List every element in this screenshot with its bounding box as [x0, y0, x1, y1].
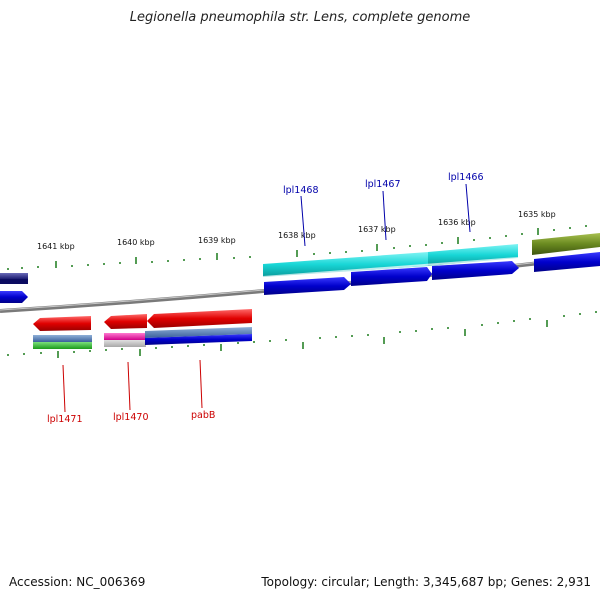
feature-lpl1467-blue[interactable]: [351, 267, 432, 286]
gene-label-lpl1466[interactable]: lpl1466: [448, 172, 484, 183]
gene-label-lpl1468[interactable]: lpl1468: [283, 185, 319, 196]
gene-label-pabB[interactable]: pabB: [191, 410, 215, 421]
feature-left-edge-forward[interactable]: [0, 273, 28, 303]
outer-tick-ring: [7, 225, 587, 270]
kbp-label-1640: 1640 kbp: [117, 238, 155, 247]
inner-tick-ring: [7, 311, 597, 358]
gene-label-lpl1470[interactable]: lpl1470: [113, 412, 149, 423]
kbp-label-1636: 1636 kbp: [438, 218, 476, 227]
kbp-label-1641: 1641 kbp: [37, 242, 75, 251]
kbp-label-1639: 1639 kbp: [198, 236, 236, 245]
feature-right-edge-olive[interactable]: [532, 233, 600, 272]
feature-lpl1468-lpl1466-cyan[interactable]: [263, 244, 518, 278]
kbp-label-1638: 1638 kbp: [278, 231, 316, 240]
feature-lpl1471-red[interactable]: [33, 316, 92, 349]
label-leaders-top: [300, 183, 471, 247]
feature-lpl1466-blue[interactable]: [432, 261, 519, 280]
kbp-label-1637: 1637 kbp: [358, 225, 396, 234]
feature-lpl1468-blue[interactable]: [264, 277, 351, 295]
feature-lpl1470-red[interactable]: [104, 314, 147, 347]
label-leaders-bottom: [62, 359, 203, 413]
accession-text: Accession: NC_006369: [9, 575, 146, 589]
map-title: Legionella pneumophila str. Lens, comple…: [129, 10, 471, 25]
gene-label-lpl1471[interactable]: lpl1471: [47, 414, 83, 425]
kbp-label-1635: 1635 kbp: [518, 210, 556, 219]
feature-pabB-red[interactable]: [145, 309, 252, 345]
gene-label-lpl1467[interactable]: lpl1467: [365, 179, 401, 190]
topology-text: Topology: circular; Length: 3,345,687 bp…: [261, 575, 591, 589]
